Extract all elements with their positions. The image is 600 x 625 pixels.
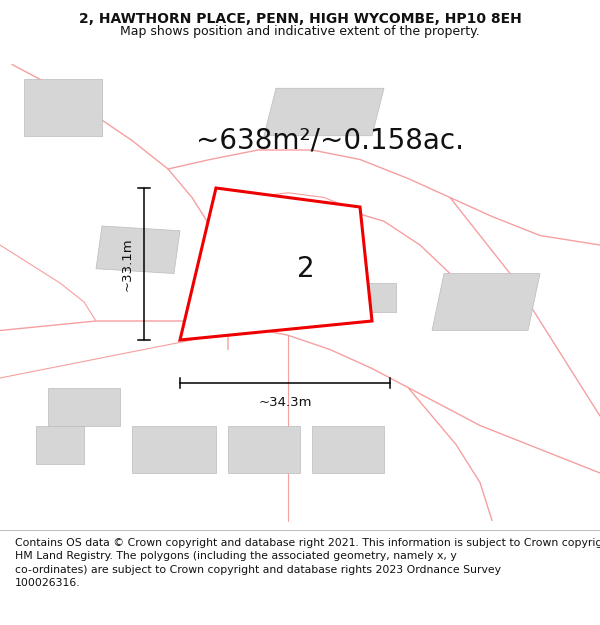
Text: ~34.3m: ~34.3m: [258, 396, 312, 409]
Text: Contains OS data © Crown copyright and database right 2021. This information is : Contains OS data © Crown copyright and d…: [15, 538, 600, 588]
Text: 2: 2: [297, 255, 315, 282]
Polygon shape: [24, 79, 102, 136]
Text: Map shows position and indicative extent of the property.: Map shows position and indicative extent…: [120, 26, 480, 39]
Polygon shape: [360, 283, 396, 311]
Polygon shape: [222, 245, 318, 302]
Polygon shape: [312, 426, 384, 473]
Polygon shape: [96, 226, 180, 274]
Polygon shape: [432, 274, 540, 331]
Text: Hawthorn Place: Hawthorn Place: [228, 202, 321, 231]
Polygon shape: [228, 426, 300, 473]
Polygon shape: [48, 388, 120, 426]
Polygon shape: [180, 188, 372, 340]
Polygon shape: [36, 426, 84, 464]
Polygon shape: [264, 88, 384, 136]
Polygon shape: [132, 426, 216, 473]
Text: ~33.1m: ~33.1m: [120, 237, 133, 291]
Text: 2, HAWTHORN PLACE, PENN, HIGH WYCOMBE, HP10 8EH: 2, HAWTHORN PLACE, PENN, HIGH WYCOMBE, H…: [79, 12, 521, 26]
Text: ~638m²/~0.158ac.: ~638m²/~0.158ac.: [196, 126, 464, 154]
